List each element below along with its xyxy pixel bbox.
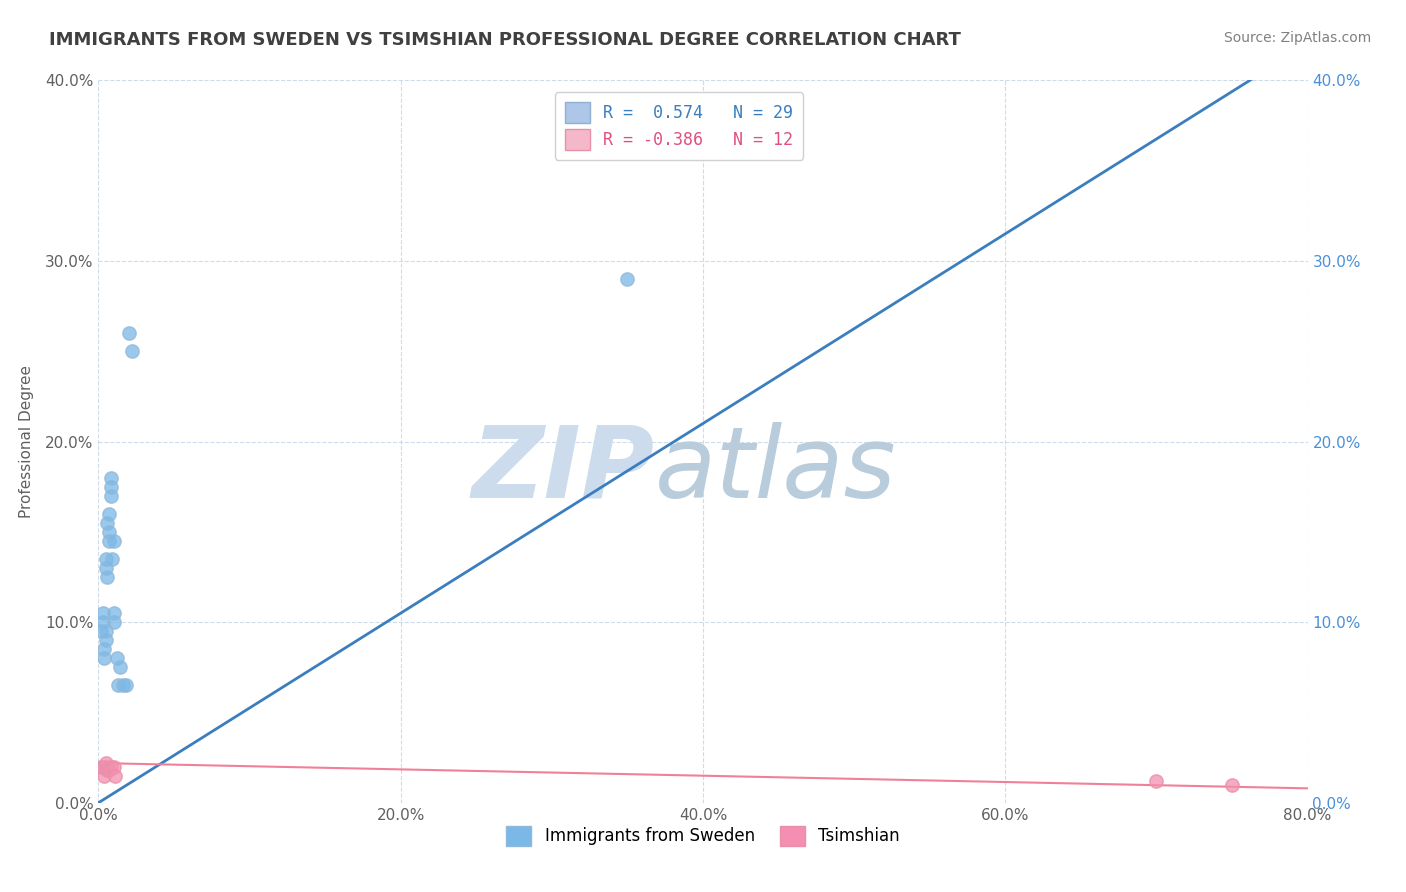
Point: [98, 524, 121, 539]
Text: ZIP: ZIP: [471, 422, 655, 519]
Point: [94, 624, 117, 639]
Point: [103, 615, 125, 630]
Point: [90, 760, 112, 774]
Legend: Immigrants from Sweden, Tsimshian: Immigrants from Sweden, Tsimshian: [496, 815, 910, 856]
Point: [94, 561, 117, 575]
Point: [94, 633, 117, 648]
Point: [91, 606, 114, 620]
Point: [104, 769, 127, 783]
Point: [105, 651, 128, 665]
Point: [94, 552, 117, 566]
Point: [107, 678, 129, 692]
Text: Source: ZipAtlas.com: Source: ZipAtlas.com: [1223, 31, 1371, 45]
Point: [100, 471, 122, 485]
Point: [101, 552, 124, 566]
Point: [616, 272, 638, 286]
Point: [96, 516, 118, 530]
Point: [93, 642, 115, 657]
Point: [98, 764, 121, 778]
Point: [91, 615, 114, 630]
Y-axis label: Professional Degree: Professional Degree: [18, 365, 34, 518]
Point: [103, 606, 125, 620]
Point: [91, 760, 114, 774]
Point: [94, 760, 117, 774]
Point: [1220, 778, 1243, 792]
Point: [114, 678, 136, 692]
Point: [103, 533, 125, 548]
Point: [111, 678, 134, 692]
Text: IMMIGRANTS FROM SWEDEN VS TSIMSHIAN PROFESSIONAL DEGREE CORRELATION CHART: IMMIGRANTS FROM SWEDEN VS TSIMSHIAN PROF…: [49, 31, 962, 49]
Point: [96, 764, 118, 778]
Point: [100, 489, 122, 503]
Text: atlas: atlas: [655, 422, 896, 519]
Point: [1144, 774, 1167, 789]
Point: [90, 624, 112, 639]
Point: [93, 651, 115, 665]
Point: [94, 756, 117, 770]
Point: [96, 570, 118, 584]
Point: [108, 660, 131, 674]
Point: [100, 760, 122, 774]
Point: [98, 507, 121, 521]
Point: [93, 769, 115, 783]
Point: [118, 326, 141, 340]
Point: [121, 344, 143, 359]
Point: [103, 760, 125, 774]
Point: [98, 533, 121, 548]
Point: [100, 480, 122, 494]
